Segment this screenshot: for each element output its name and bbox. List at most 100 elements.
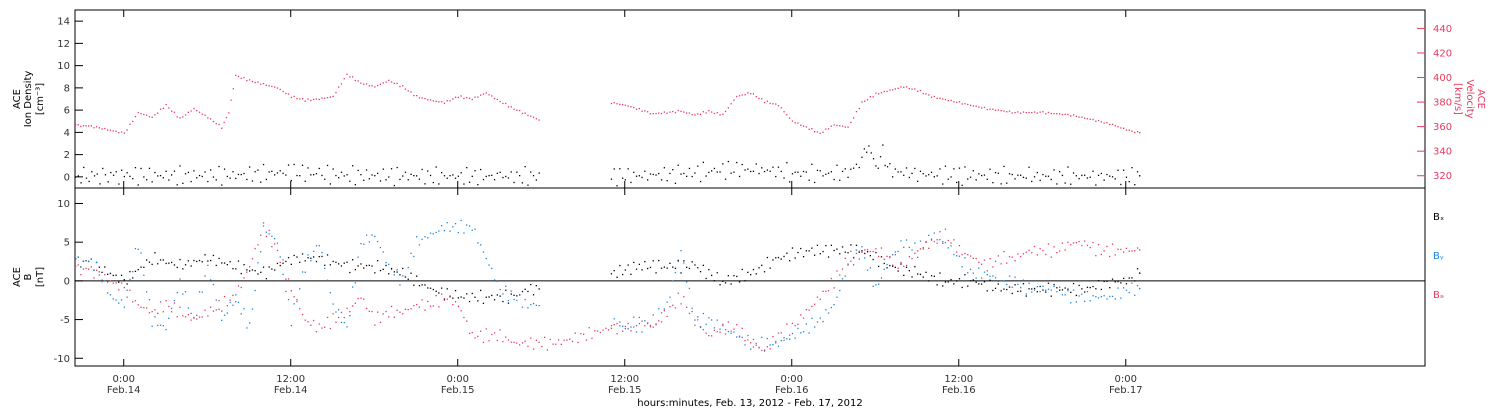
top-series-0-point-338 bbox=[1078, 178, 1080, 180]
top-series-0-point-261 bbox=[868, 145, 870, 147]
top-series-0-point-61 bbox=[243, 172, 245, 175]
bottom-series-2-point-324 bbox=[975, 257, 977, 260]
bottom-series-1-point-354 bbox=[1128, 291, 1130, 294]
bottom-series-2-point-263 bbox=[805, 309, 807, 311]
top-series-0-point-180 bbox=[644, 170, 646, 172]
bottom-series-0-point-98 bbox=[346, 261, 348, 263]
top-series-0-point-189 bbox=[669, 172, 671, 175]
top-right-axis-tick-label-5: 420 bbox=[1433, 48, 1452, 59]
top-series-0-point-110 bbox=[379, 180, 382, 182]
bottom-series-0-point-87 bbox=[315, 260, 318, 263]
bottom-series-1-point-148 bbox=[485, 257, 487, 260]
bottom-series-1-point-233 bbox=[791, 332, 794, 335]
top-series-1-point-98 bbox=[343, 78, 345, 80]
bottom-series-1-point-41 bbox=[187, 307, 189, 309]
bottom-series-0-point-248 bbox=[833, 249, 835, 252]
bottom-series-2-point-361 bbox=[1078, 240, 1080, 243]
top-series-1-point-241 bbox=[811, 128, 813, 130]
bottom-series-0-point-162 bbox=[524, 288, 526, 290]
bottom-series-0-point-204 bbox=[711, 274, 713, 277]
top-series-0-point-248 bbox=[833, 178, 835, 181]
top-series-0-point-46 bbox=[201, 175, 203, 178]
bottom-series-1-point-72 bbox=[274, 238, 276, 240]
top-series-1-point-67 bbox=[257, 81, 259, 83]
top-series-1-point-191 bbox=[672, 110, 674, 113]
top-series-0-point-97 bbox=[343, 175, 345, 177]
top-series-0-point-275 bbox=[903, 174, 905, 176]
bottom-series-1-point-105 bbox=[365, 234, 368, 236]
top-series-0-point-260 bbox=[866, 151, 868, 153]
top-series-0-point-176 bbox=[633, 171, 635, 173]
top-series-1-point-311 bbox=[1006, 111, 1008, 113]
bottom-series-2-point-116 bbox=[396, 309, 398, 311]
bottom-series-1-point-93 bbox=[332, 303, 334, 305]
bottom-series-0-point-267 bbox=[886, 267, 888, 269]
top-series-0-point-91 bbox=[326, 164, 329, 167]
bottom-series-2-point-305 bbox=[922, 248, 924, 250]
top-series-1-point-34 bbox=[168, 107, 170, 109]
top-series-0-point-230 bbox=[783, 177, 785, 179]
bottom-series-1-point-270 bbox=[894, 251, 896, 253]
top-series-1-point-183 bbox=[649, 113, 652, 115]
top-series-1-point-321 bbox=[1033, 111, 1036, 113]
bottom-series-2-point-83 bbox=[304, 319, 306, 321]
top-series-0-point-188 bbox=[666, 180, 668, 182]
top-series-0-point-7 bbox=[93, 175, 96, 177]
top-series-1-point-181 bbox=[644, 110, 646, 112]
top-series-1-point-95 bbox=[335, 91, 337, 94]
bottom-series-2-point-285 bbox=[866, 249, 869, 251]
top-series-1-point-4 bbox=[85, 125, 87, 127]
bottom-series-2-point-284 bbox=[864, 249, 866, 251]
bottom-series-0-point-239 bbox=[808, 250, 810, 252]
top-series-0-point-167 bbox=[538, 172, 540, 174]
bottom-series-1-point-90 bbox=[324, 267, 326, 270]
bottom-series-0-point-250 bbox=[839, 253, 841, 255]
bottom-series-2-point-57 bbox=[232, 294, 234, 296]
top-series-0-point-233 bbox=[791, 173, 794, 175]
top-series-0-point-209 bbox=[724, 178, 727, 180]
bottom-series-1-point-332 bbox=[1067, 290, 1069, 292]
top-series-0-point-293 bbox=[953, 168, 955, 170]
top-series-1-point-102 bbox=[354, 79, 356, 82]
top-series-1-point-143 bbox=[468, 97, 471, 99]
bottom-series-0-point-51 bbox=[215, 264, 217, 267]
top-series-0-point-59 bbox=[237, 173, 240, 176]
top-series-1-point-211 bbox=[727, 107, 729, 109]
bottom-series-1-point-36 bbox=[173, 300, 176, 302]
bottom-series-2-point-358 bbox=[1070, 244, 1072, 246]
top-series-1-point-250 bbox=[836, 124, 838, 127]
bottom-series-1-point-8 bbox=[95, 261, 98, 264]
bottom-series-2-point-32 bbox=[162, 311, 164, 313]
bottom-series-2-point-177 bbox=[566, 339, 568, 341]
top-series-0-point-89 bbox=[321, 174, 323, 177]
top-left-axis-label: ACE Ion Density [cm⁻³] bbox=[12, 71, 46, 128]
bottom-series-1-point-106 bbox=[368, 241, 370, 243]
bottom-series-0-point-65 bbox=[254, 270, 256, 272]
bottom-series-2-point-155 bbox=[505, 336, 507, 338]
top-series-1-point-51 bbox=[215, 123, 217, 125]
bottom-series-0-point-339 bbox=[1086, 286, 1089, 288]
bottom-series-2-point-27 bbox=[148, 312, 151, 314]
bottom-series-2-point-306 bbox=[925, 241, 927, 243]
bottom-series-0-point-220 bbox=[755, 273, 757, 275]
bottom-series-1-point-230 bbox=[783, 339, 785, 341]
bottom-series-2-point-330 bbox=[992, 266, 994, 268]
bottom-series-0-point-291 bbox=[953, 283, 955, 285]
legend-entry-0: Bₓ bbox=[1433, 212, 1444, 223]
top-series-0-point-197 bbox=[691, 175, 693, 178]
bottom-series-1-point-207 bbox=[719, 328, 721, 330]
bottom-series-2-point-78 bbox=[290, 290, 292, 292]
bottom-series-0-point-147 bbox=[482, 302, 485, 304]
bottom-series-2-point-86 bbox=[313, 319, 315, 322]
bottom-series-0-point-125 bbox=[421, 284, 423, 286]
bottom-series-1-point-124 bbox=[418, 244, 421, 246]
bottom-series-1-point-178 bbox=[638, 323, 640, 325]
bottom-series-2-point-318 bbox=[958, 245, 961, 247]
bottom-series-1-point-55 bbox=[226, 312, 228, 314]
bottom-series-2-point-322 bbox=[969, 255, 972, 257]
top-series-1-point-149 bbox=[485, 92, 487, 94]
bottom-series-2-point-13 bbox=[109, 280, 112, 282]
bottom-series-0-point-240 bbox=[811, 247, 813, 249]
bottom-series-1-point-175 bbox=[630, 326, 632, 328]
bottom-series-1-point-183 bbox=[652, 314, 654, 316]
